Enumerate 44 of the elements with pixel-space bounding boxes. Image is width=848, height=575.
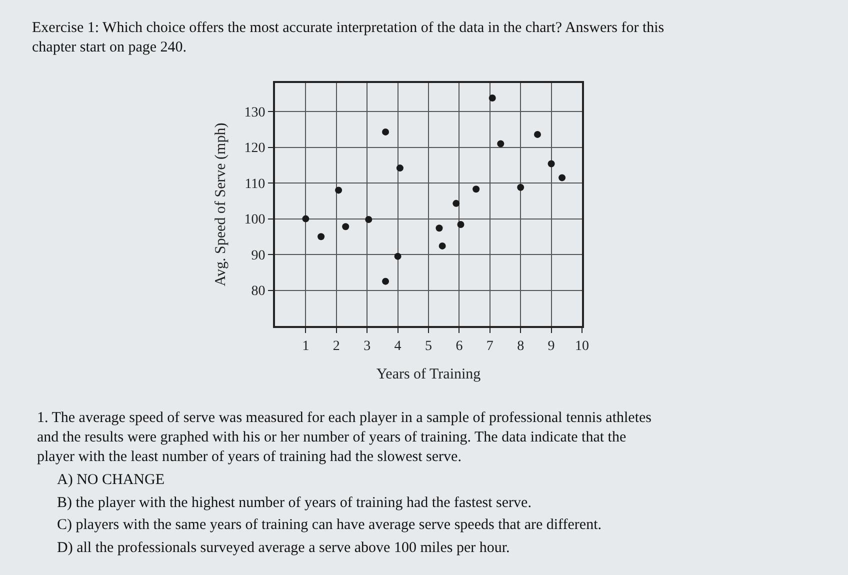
point: [517, 184, 524, 191]
x-tick-label: 1: [302, 338, 310, 354]
point: [302, 215, 310, 222]
point: [365, 216, 372, 224]
point: [558, 174, 566, 182]
point: [457, 221, 464, 228]
point: [335, 186, 342, 194]
x-tick-label: 2: [332, 338, 340, 354]
point: [452, 200, 460, 207]
x-axis-title: Years of Training: [376, 366, 482, 382]
text: A) NO CHANGE: [57, 472, 164, 488]
point: [382, 128, 390, 136]
point: [497, 140, 504, 148]
y-tick-label: 110: [244, 176, 266, 192]
x-tick-label: 6: [456, 338, 463, 354]
y-tick-label: 130: [244, 105, 266, 120]
point: [436, 224, 443, 232]
x-tick-label: 3: [364, 338, 371, 354]
text: D) all the professionals surveyed average a serve above 100 miles per hour.: [57, 540, 510, 556]
point: [342, 223, 350, 230]
text: Exercise 1: Which choice offers the most accurate interpretation of the data in the chart? Answers for this chapter start on page 240.: [32, 20, 664, 56]
text: 1. The average speed of serve was measured for each player in a sample of professional tennis athletes and the results were graphed with his or her number of years of training. The data indicate that the player with the least number of years of training had the slowest serve.: [37, 410, 652, 465]
y-axis-title: Avg. Speed of Serve (mph): [212, 122, 229, 286]
x-tick-label: 4: [394, 338, 402, 354]
y-tick-label: 90: [251, 248, 266, 264]
point: [438, 242, 446, 250]
x-tick-label: 7: [486, 338, 494, 354]
x-tick-label: 8: [517, 338, 524, 354]
point: [382, 278, 390, 285]
y-tick-label: 80: [251, 284, 266, 300]
point: [534, 130, 541, 138]
x-tick-label: 5: [425, 338, 432, 354]
y-tick-label: 120: [244, 141, 266, 156]
point: [318, 233, 325, 240]
x-tick-label: 10: [575, 338, 589, 354]
text: C) players with the same years of training can have average serve speeds that are different.: [57, 517, 602, 533]
x-tick-label: 9: [548, 338, 555, 354]
point: [488, 94, 496, 102]
text: B) the player with the highest number of years of training had the fastest serve.: [57, 495, 532, 511]
point: [394, 252, 402, 260]
point: [548, 160, 555, 168]
point: [472, 186, 480, 193]
y-tick-label: 100: [244, 212, 266, 228]
point: [396, 164, 404, 172]
